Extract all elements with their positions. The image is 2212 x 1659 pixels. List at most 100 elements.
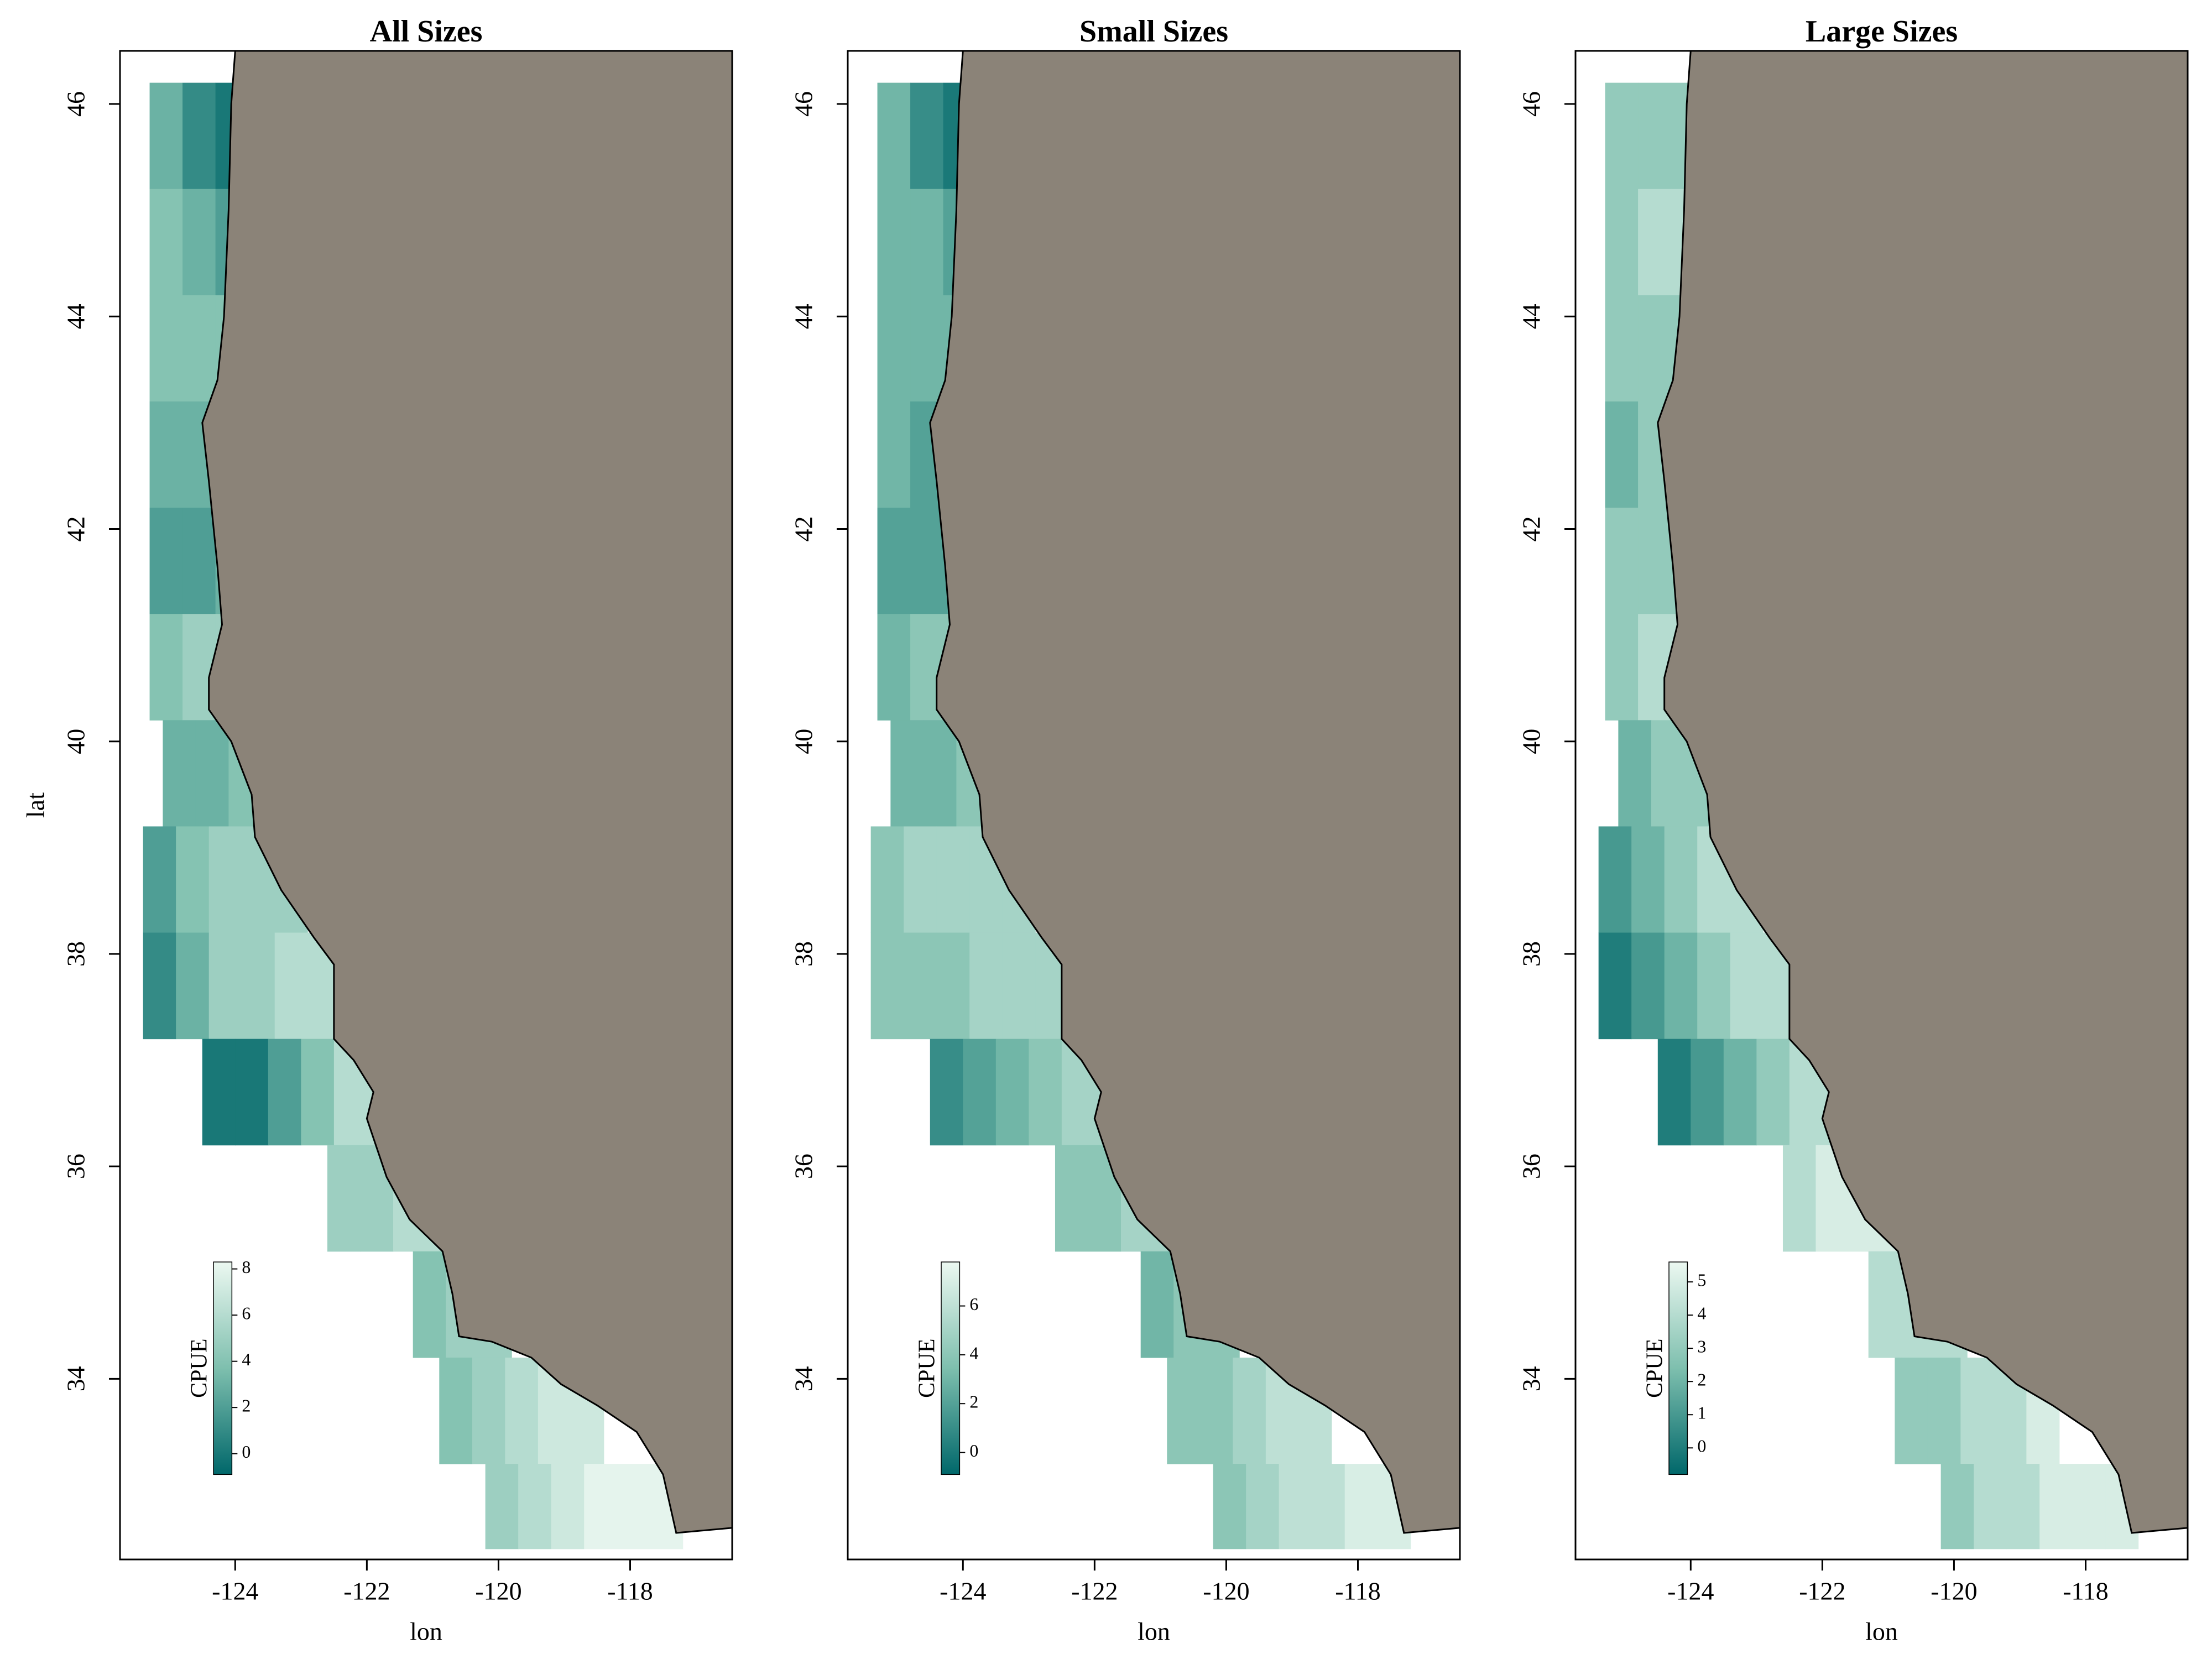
cpue-cell (1312, 1464, 1345, 1550)
colorbar-tick-label: 0 (1697, 1436, 1706, 1456)
cpue-cell (617, 1464, 650, 1550)
cpue-cell (1723, 1039, 1757, 1146)
cpue-cell (1140, 1251, 1174, 1358)
cpue-cell (890, 720, 924, 827)
cpue-cell (1605, 189, 1639, 296)
cpue-cell (904, 932, 937, 1040)
cpue-cell (870, 932, 904, 1040)
cpue-cell (551, 1464, 585, 1550)
y-tick-label: 40 (62, 729, 90, 754)
cpue-cell (877, 295, 911, 402)
colorbar-tick-label: 2 (969, 1392, 978, 1412)
cpue-cell (1927, 1357, 1961, 1464)
colorbar-tick-label: 1 (1697, 1403, 1706, 1423)
cpue-cell (518, 1464, 552, 1550)
cpue-cell (1605, 614, 1639, 721)
cpue-cell (1605, 82, 1639, 190)
x-axis-label: lon (1865, 1618, 1898, 1646)
cpue-cell (1213, 1464, 1246, 1550)
cpue-cell (505, 1357, 539, 1464)
y-tick-label: 40 (1517, 729, 1546, 754)
cpue-cell (143, 826, 176, 933)
y-tick-label: 34 (790, 1366, 818, 1391)
cpue-cell (1598, 932, 1632, 1040)
cpue-cell (472, 1357, 505, 1464)
colorbar-tick-label: 0 (242, 1442, 251, 1462)
cpue-cell (1631, 826, 1665, 933)
cpue-cell (182, 189, 216, 296)
y-tick-label: 42 (1517, 517, 1546, 542)
cpue-cell (163, 720, 196, 827)
colorbar (1668, 1261, 1688, 1475)
colorbar-tick-label: 4 (1697, 1303, 1706, 1323)
cpue-cell (870, 826, 904, 933)
cpue-cell (584, 1464, 618, 1550)
cpue-cell (149, 189, 183, 296)
cpue-cell (1691, 1039, 1724, 1146)
cpue-cell (910, 295, 944, 402)
cpue-cell (208, 826, 242, 933)
cpue-cell (2039, 1464, 2073, 1550)
cpue-cell (182, 82, 216, 190)
y-tick-label: 46 (1517, 91, 1546, 117)
map-panel: All Sizes-124 -122 -120 -11834363840424446l… (22, 14, 733, 1646)
map-panel: Large Sizes-124 -122 -120 -1183436384042444… (1517, 14, 2189, 1646)
colorbar (941, 1261, 961, 1475)
y-tick-label: 42 (62, 517, 90, 542)
cpue-cell (877, 508, 911, 614)
cpue-cell (1199, 1357, 1233, 1464)
cpue-cell (274, 932, 308, 1040)
colorbar-tick-label: 2 (242, 1396, 251, 1416)
cpue-cell (2072, 1464, 2106, 1550)
colorbar-label: CPUE (187, 1339, 212, 1398)
cpue-cell (301, 1039, 335, 1146)
cpue-cell (439, 1357, 473, 1464)
y-tick-label: 44 (790, 304, 818, 329)
cpue-cell (485, 1464, 519, 1550)
cpue-cell (1598, 826, 1632, 933)
plot-frame (847, 50, 1461, 1561)
cpue-cell (877, 401, 911, 508)
panel-title: All Sizes (370, 14, 483, 49)
colorbar-tick-label: 4 (969, 1343, 978, 1363)
plot-frame (1574, 50, 2189, 1561)
x-tick-label: -122 (343, 1577, 390, 1605)
cpue-cell (268, 1039, 301, 1146)
cpue-cell (143, 932, 176, 1040)
cpue-cell (1974, 1464, 2007, 1550)
cpue-cell (235, 1039, 269, 1146)
y-tick-label: 34 (1517, 1366, 1546, 1391)
cpue-cell (1638, 82, 1672, 190)
cpue-cell (2006, 1464, 2040, 1550)
cpue-cell (910, 82, 944, 190)
land (929, 51, 1460, 1534)
cpue-cell (176, 932, 210, 1040)
x-tick-label: -122 (1071, 1577, 1118, 1605)
y-tick-label: 44 (1517, 304, 1546, 329)
cpue-cell (176, 826, 210, 933)
cpue-cell (969, 932, 1003, 1040)
x-tick-label: -120 (475, 1577, 521, 1605)
cpue-cell (877, 189, 911, 296)
colorbar-tick-label: 8 (242, 1257, 251, 1277)
y-axis-label: lat (22, 792, 50, 818)
x-tick-label: -122 (1799, 1577, 1845, 1605)
cpue-cell (195, 720, 229, 827)
cpue-cell (1895, 1357, 1928, 1464)
colorbar-label: CPUE (1642, 1339, 1668, 1398)
cpue-cell (904, 826, 937, 933)
y-tick-label: 34 (62, 1366, 90, 1391)
colorbar-tick-label: 4 (242, 1349, 251, 1369)
x-tick-label: -120 (1931, 1577, 1977, 1605)
cpue-cell (1756, 1039, 1790, 1146)
cpue-cell (182, 508, 216, 614)
y-tick-label: 40 (790, 729, 818, 754)
cpue-cell (202, 1039, 236, 1146)
plot-frame (119, 50, 733, 1561)
cpue-cell (1233, 1357, 1266, 1464)
cpue-cell (1638, 508, 1672, 614)
cpue-cell (1730, 932, 1764, 1040)
land (201, 51, 732, 1534)
